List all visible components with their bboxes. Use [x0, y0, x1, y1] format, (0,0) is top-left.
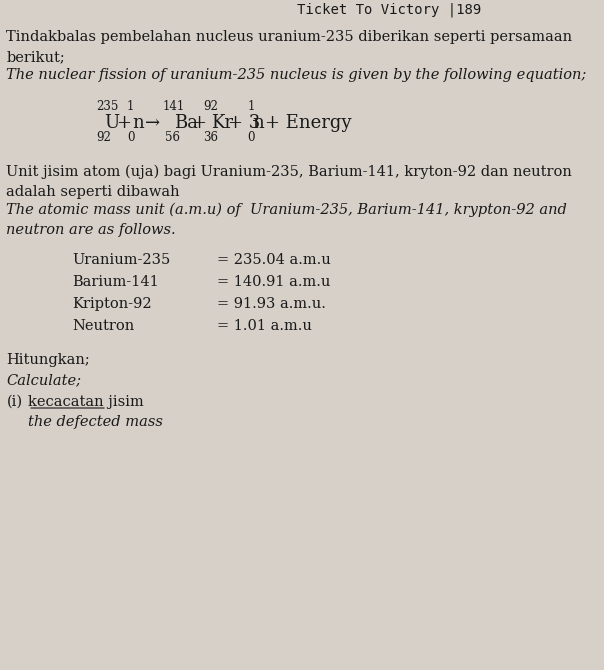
Text: = 140.91 a.m.u: = 140.91 a.m.u: [217, 275, 330, 289]
Text: Hitungkan;: Hitungkan;: [7, 353, 90, 367]
Text: 92: 92: [204, 100, 218, 113]
Text: 235: 235: [97, 100, 119, 113]
Text: →: →: [145, 114, 160, 132]
Text: 0: 0: [127, 131, 135, 144]
Text: 0: 0: [248, 131, 255, 144]
Text: Ba: Ba: [174, 114, 198, 132]
Text: +: +: [116, 114, 131, 132]
Text: neutron are as follows.: neutron are as follows.: [7, 223, 176, 237]
Text: + 3: + 3: [228, 114, 260, 132]
Text: 36: 36: [204, 131, 219, 144]
Text: + Energy: + Energy: [265, 114, 352, 132]
Text: Kripton-92: Kripton-92: [72, 297, 152, 311]
Text: the defected mass: the defected mass: [28, 415, 163, 429]
Text: (i): (i): [7, 395, 22, 409]
Text: Calculate;: Calculate;: [7, 373, 82, 387]
Text: n: n: [252, 114, 264, 132]
Text: U: U: [104, 114, 120, 132]
Text: 92: 92: [97, 131, 111, 144]
Text: Unit jisim atom (uja) bagi Uranium-235, Barium-141, kryton-92 dan neutron: Unit jisim atom (uja) bagi Uranium-235, …: [7, 165, 573, 180]
Text: The atomic mass unit (a.m.u) of  Uranium-235, Barium-141, krypton-92 and: The atomic mass unit (a.m.u) of Uranium-…: [7, 203, 567, 217]
Text: 1: 1: [127, 100, 135, 113]
Text: = 1.01 a.m.u: = 1.01 a.m.u: [217, 319, 312, 333]
Text: The nuclear fission of uranium-235 nucleus is given by the following equation;: The nuclear fission of uranium-235 nucle…: [7, 68, 586, 82]
Text: 141: 141: [162, 100, 185, 113]
Text: = 91.93 a.m.u.: = 91.93 a.m.u.: [217, 297, 326, 311]
Text: 56: 56: [165, 131, 180, 144]
Text: n: n: [132, 114, 144, 132]
Text: +: +: [191, 114, 207, 132]
Text: Barium-141: Barium-141: [72, 275, 159, 289]
Text: = 235.04 a.m.u: = 235.04 a.m.u: [217, 253, 331, 267]
Text: berikut;: berikut;: [7, 50, 65, 64]
Text: Uranium-235: Uranium-235: [72, 253, 170, 267]
Text: Ticket To Victory |189: Ticket To Victory |189: [297, 2, 481, 17]
Text: adalah seperti dibawah: adalah seperti dibawah: [7, 185, 180, 199]
Text: Neutron: Neutron: [72, 319, 135, 333]
Text: 1: 1: [248, 100, 255, 113]
Text: Tindakbalas pembelahan nucleus uranium-235 diberikan seperti persamaan: Tindakbalas pembelahan nucleus uranium-2…: [7, 30, 573, 44]
Text: kecacatan jisim: kecacatan jisim: [28, 395, 144, 409]
Text: Kr: Kr: [211, 114, 233, 132]
